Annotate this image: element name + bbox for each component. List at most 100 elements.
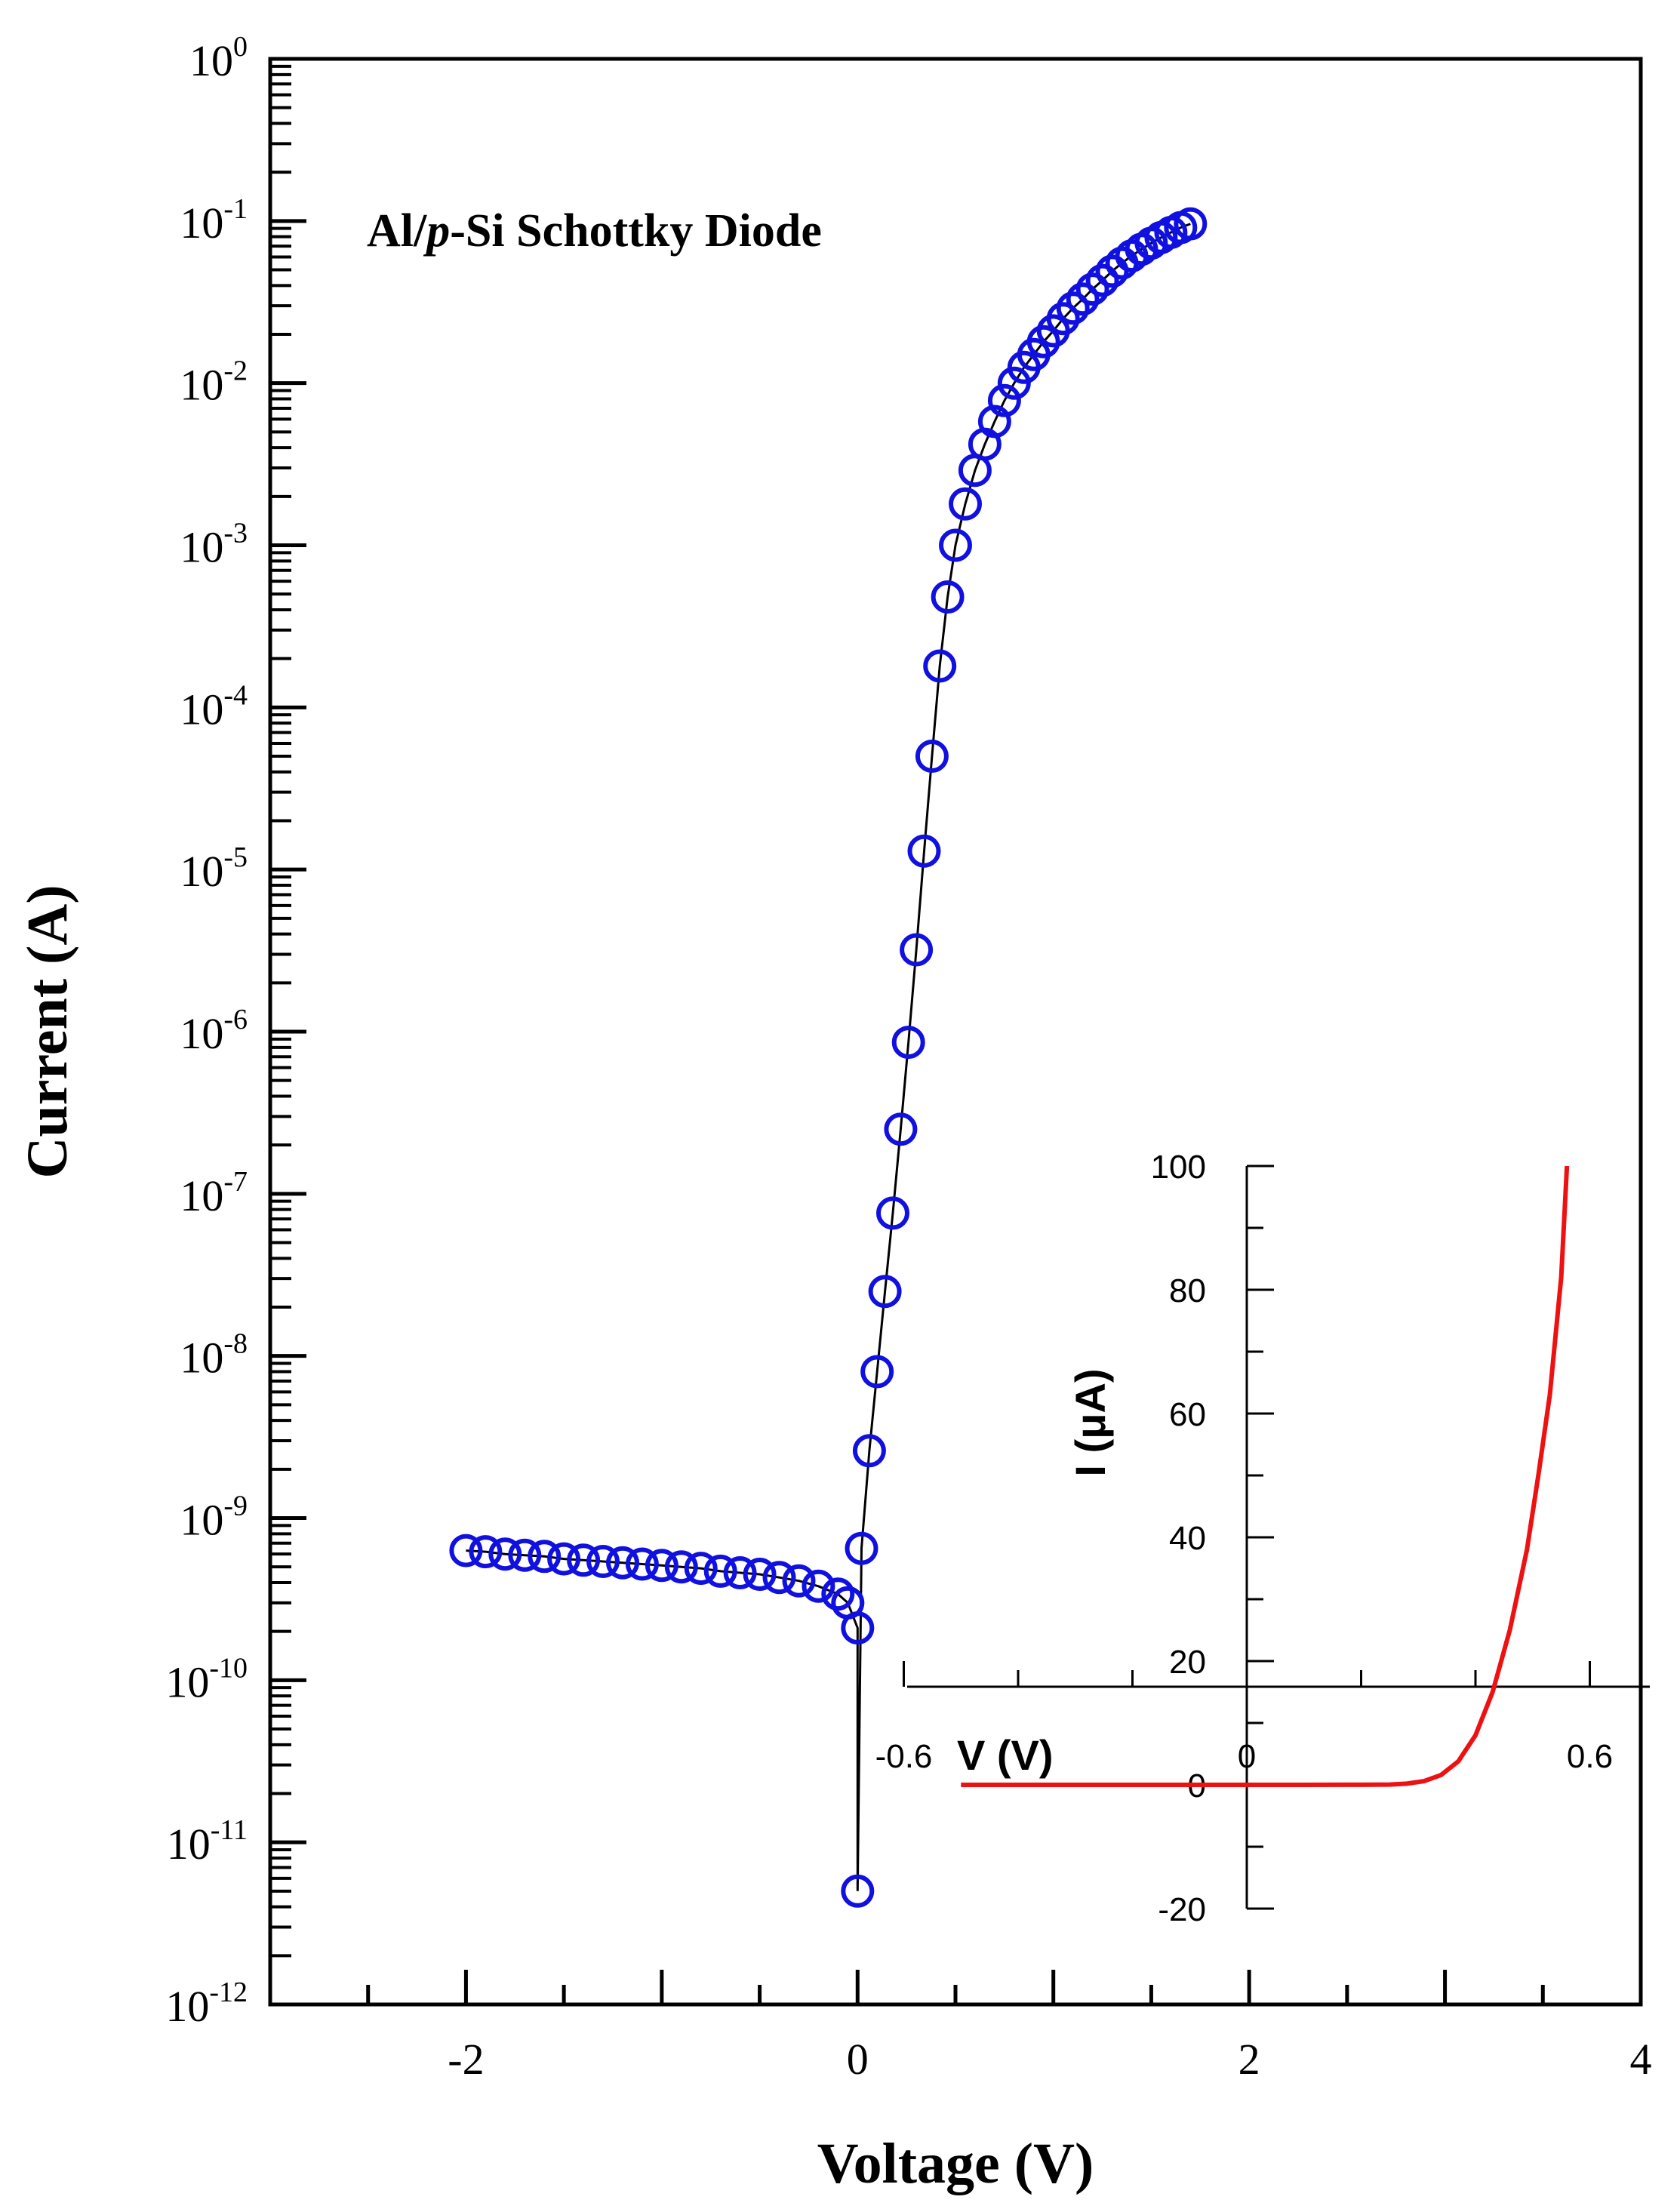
y-tick-label-exponent: 0 — [233, 31, 248, 63]
main-y-axis-title: Current (A) — [16, 884, 79, 1178]
inset-x-tick-label: 0.6 — [1567, 1738, 1613, 1775]
inset-x-tick-label: 0 — [1238, 1738, 1256, 1775]
y-tick-label-exponent: -7 — [223, 1166, 248, 1198]
y-tick-label: 10-2 — [180, 355, 248, 410]
inset-x-tick-label: -0.6 — [875, 1738, 933, 1775]
x-tick-label: -2 — [448, 2035, 484, 2084]
annotation-suffix: -Si Schottky Diode — [450, 205, 822, 257]
data-point — [625, 1547, 659, 1581]
data-point — [852, 1434, 886, 1468]
data-point — [949, 487, 982, 521]
data-point — [449, 1534, 483, 1567]
data-point — [1046, 302, 1080, 336]
y-tick-label-exponent: -2 — [223, 355, 248, 387]
x-tick-label: 0 — [847, 2035, 869, 2084]
main-x-axis-ticks: -2 0 2 4 — [268, 1970, 1652, 2084]
main-plot-frame — [268, 57, 1643, 2007]
inset-y-tick-label: -20 — [1158, 1891, 1206, 1928]
main-x-axis-title: Voltage (V) — [817, 2132, 1094, 2195]
y-tick-label-exponent: -5 — [223, 841, 248, 873]
y-tick-label-base: 10 — [180, 685, 223, 734]
y-tick-label-base: 10 — [180, 1009, 223, 1058]
data-point — [762, 1561, 796, 1595]
data-point — [884, 1112, 918, 1146]
annotation-prefix: Al/ — [367, 205, 427, 257]
data-point — [703, 1554, 737, 1588]
y-tick-label-exponent: -12 — [209, 1977, 248, 2008]
data-point — [645, 1549, 678, 1583]
y-tick-label: 100 — [189, 31, 248, 85]
data-point — [907, 834, 941, 868]
inset-y-tick-label: 40 — [1169, 1520, 1206, 1557]
y-tick-label-base: 10 — [180, 1496, 223, 1545]
data-point — [900, 933, 934, 967]
y-tick-label-exponent: -4 — [223, 679, 248, 711]
main-minor-ticks — [270, 64, 291, 1958]
data-point — [841, 1874, 875, 1908]
y-tick-label: 10-3 — [180, 518, 248, 572]
y-tick-label-base: 10 — [180, 523, 223, 572]
device-annotation: Al/p-Si Schottky Diode — [367, 205, 822, 257]
y-tick-label-base: 10 — [180, 198, 223, 248]
data-point — [606, 1546, 639, 1580]
y-tick-label-base: 10 — [167, 1820, 211, 1869]
y-tick-label-base: 10 — [180, 1334, 223, 1383]
x-tick-label: 4 — [1630, 2035, 1652, 2084]
y-tick-label: 10-7 — [180, 1166, 248, 1220]
data-point — [743, 1558, 777, 1591]
inset-y-tick-label: 100 — [1151, 1149, 1206, 1186]
y-tick-label-exponent: -6 — [223, 1004, 248, 1035]
inset-x-axis-title: V (V) — [957, 1731, 1054, 1779]
y-tick-label: 10-6 — [180, 1004, 248, 1058]
data-point — [860, 1355, 894, 1389]
data-point — [664, 1550, 698, 1584]
y-tick-label: 10-10 — [165, 1652, 248, 1706]
data-point — [528, 1540, 562, 1574]
y-tick-label: 10-12 — [165, 1977, 248, 2031]
data-point — [1085, 263, 1119, 297]
data-point — [931, 580, 965, 614]
data-point — [723, 1556, 757, 1589]
data-point — [547, 1542, 581, 1576]
data-point — [508, 1538, 542, 1572]
x-tick-label: 2 — [1238, 2035, 1260, 2084]
data-point — [845, 1531, 878, 1565]
data-point — [915, 740, 949, 773]
data-point — [977, 405, 1011, 438]
main-series-line — [466, 223, 1191, 1891]
data-point — [868, 1275, 902, 1309]
y-tick-label: 10-11 — [167, 1814, 248, 1869]
y-tick-label: 10-5 — [180, 841, 248, 896]
y-tick-label: 10-9 — [180, 1491, 248, 1545]
y-tick-label-base: 10 — [180, 361, 223, 410]
y-tick-label-base: 10 — [165, 1982, 209, 2031]
y-tick-label-exponent: -1 — [223, 193, 248, 225]
inset-y-tick-label: 60 — [1169, 1396, 1206, 1433]
data-point — [1056, 291, 1090, 325]
data-point — [939, 528, 972, 562]
y-tick-label-exponent: -8 — [223, 1328, 248, 1360]
data-point — [891, 1026, 925, 1060]
y-tick-label-exponent: -10 — [209, 1652, 248, 1684]
data-point — [923, 649, 957, 683]
data-point — [1075, 272, 1109, 306]
inset-series-line — [961, 1165, 1570, 1787]
y-tick-label-base: 10 — [189, 36, 233, 85]
data-point — [802, 1569, 835, 1603]
y-tick-label-exponent: -11 — [211, 1814, 248, 1846]
data-point — [469, 1535, 503, 1569]
y-tick-label: 10-4 — [180, 679, 248, 734]
y-tick-label: 10-1 — [180, 193, 248, 248]
y-tick-label-base: 10 — [180, 847, 223, 896]
data-point — [1066, 282, 1100, 316]
y-tick-label-base: 10 — [165, 1657, 209, 1706]
inset-y-axis-title: I (μA) — [1066, 1368, 1114, 1476]
annotation-italic: p — [423, 205, 450, 257]
data-point — [586, 1545, 620, 1578]
data-point — [1026, 325, 1060, 358]
main-y-axis-ticks: 10-1210-1110-1010-910-810-710-610-510-41… — [165, 31, 306, 2031]
data-point — [821, 1577, 855, 1611]
